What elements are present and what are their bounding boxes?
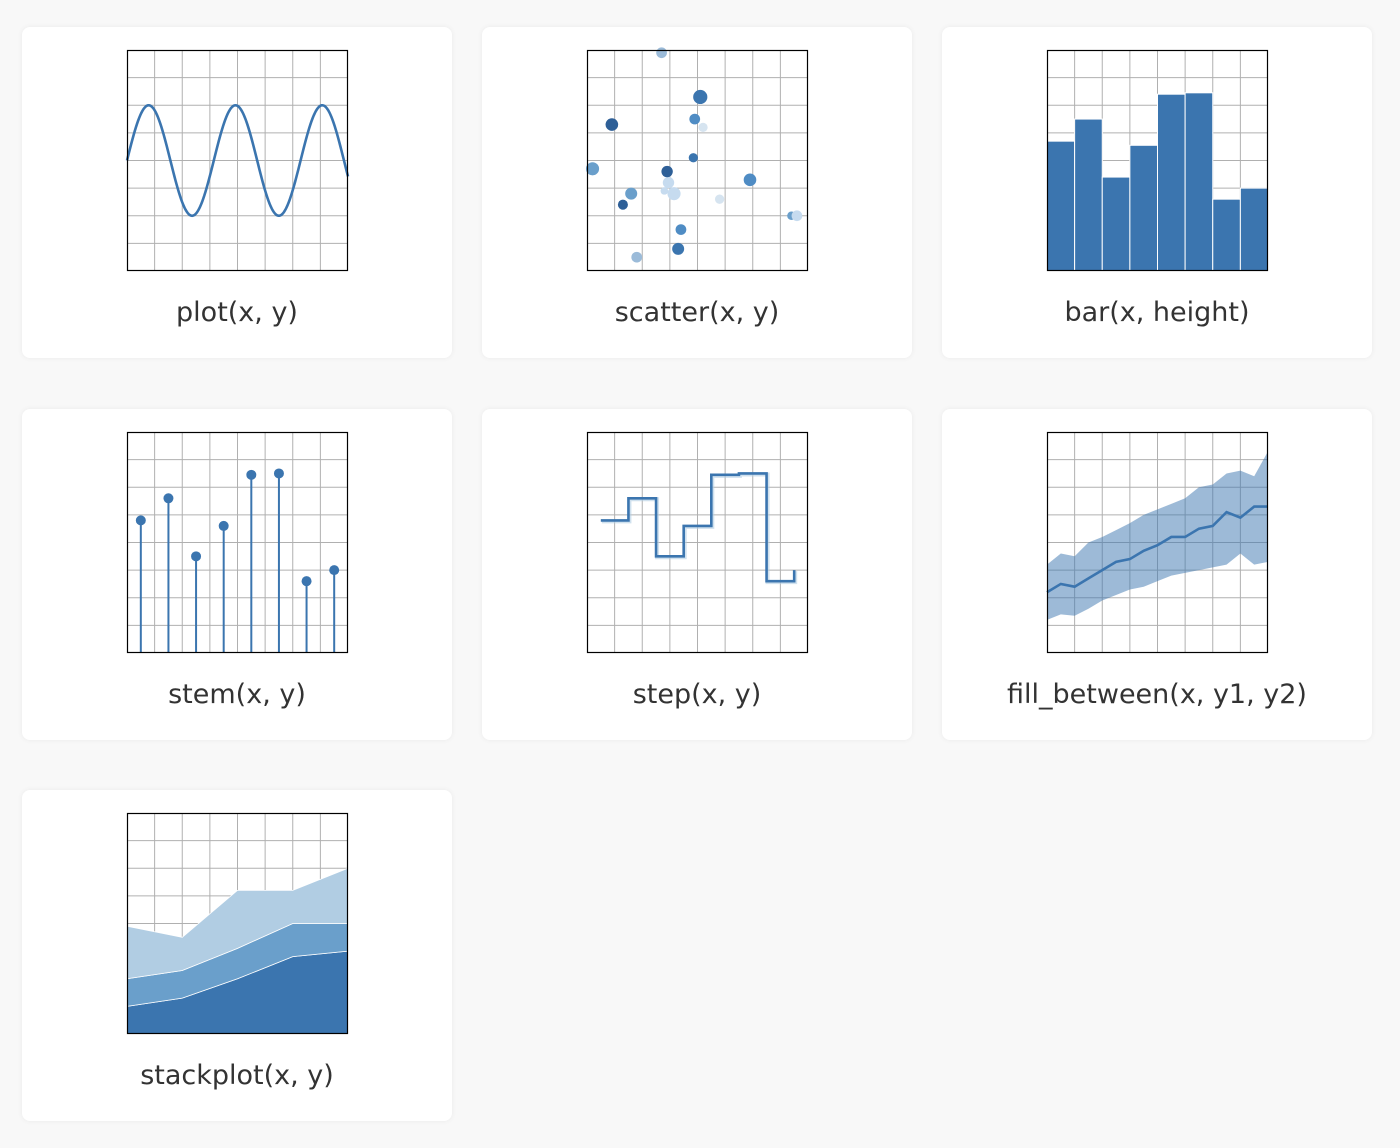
scatter-point	[605, 118, 619, 131]
scatter-point	[661, 165, 673, 178]
card-caption: stackplot(x, y)	[140, 1060, 334, 1091]
stackplot-chart	[126, 812, 349, 1035]
axes-frame	[126, 49, 349, 272]
bar	[1046, 140, 1076, 272]
card-caption: bar(x, height)	[1064, 297, 1250, 328]
scatter-point	[625, 187, 638, 200]
bar	[1212, 198, 1241, 272]
scatter-point	[743, 173, 757, 187]
stem-marker	[191, 551, 202, 562]
scatter-point	[662, 176, 675, 189]
card-fill-between[interactable]: fill_between(x, y1, y2)	[942, 409, 1372, 740]
axes-frame	[586, 431, 809, 654]
axes-frame	[1046, 431, 1269, 654]
scatter-point	[672, 242, 685, 255]
card-plot[interactable]: plot(x, y)	[22, 27, 452, 358]
scatter-point	[660, 187, 669, 195]
stem-chart	[126, 431, 349, 654]
scatter-point	[791, 210, 803, 222]
stem-marker	[163, 493, 174, 504]
axes-frame	[126, 431, 349, 654]
scatter-point	[585, 162, 600, 176]
scatter-point	[631, 251, 643, 263]
scatter-point	[714, 194, 725, 204]
scatter-point	[617, 199, 628, 210]
fill-between-chart	[1046, 431, 1269, 654]
series-line	[125, 103, 350, 218]
step-chart	[586, 431, 809, 654]
bar	[1074, 118, 1103, 272]
bar	[1239, 187, 1269, 272]
axes-frame	[586, 49, 809, 272]
card-caption: plot(x, y)	[176, 297, 298, 328]
card-caption: fill_between(x, y1, y2)	[1007, 679, 1307, 710]
scatter-point	[693, 89, 708, 105]
stem-marker	[329, 565, 340, 576]
axes-frame	[1046, 49, 1269, 272]
bar	[1129, 144, 1158, 272]
bar-chart	[1046, 49, 1269, 272]
fill-band	[1047, 451, 1268, 620]
stem-marker	[218, 520, 229, 531]
stem-marker	[273, 468, 284, 479]
step-line	[600, 472, 796, 583]
card-stackplot[interactable]: stackplot(x, y)	[22, 790, 452, 1121]
plot-chart	[125, 49, 350, 272]
card-step[interactable]: step(x, y)	[482, 409, 912, 740]
scatter-point	[675, 224, 687, 235]
scatter-chart	[585, 47, 809, 272]
bar	[1184, 92, 1214, 272]
card-bar[interactable]: bar(x, height)	[942, 27, 1372, 358]
series-line	[1046, 505, 1268, 594]
stem-marker	[246, 469, 257, 480]
card-caption: scatter(x, y)	[614, 297, 780, 328]
bar	[1101, 176, 1131, 272]
scatter-point	[689, 113, 701, 125]
stem-marker	[301, 576, 312, 587]
stem-marker	[135, 515, 146, 526]
card-caption: step(x, y)	[632, 679, 762, 710]
scatter-point	[698, 122, 708, 132]
scatter-point	[688, 153, 699, 163]
scatter-point	[667, 187, 681, 201]
card-scatter[interactable]: scatter(x, y)	[482, 27, 912, 358]
axes-frame	[126, 812, 349, 1035]
card-caption: stem(x, y)	[168, 679, 306, 710]
scatter-point	[656, 47, 667, 59]
bar	[1157, 93, 1186, 272]
card-stem[interactable]: stem(x, y)	[22, 409, 452, 740]
